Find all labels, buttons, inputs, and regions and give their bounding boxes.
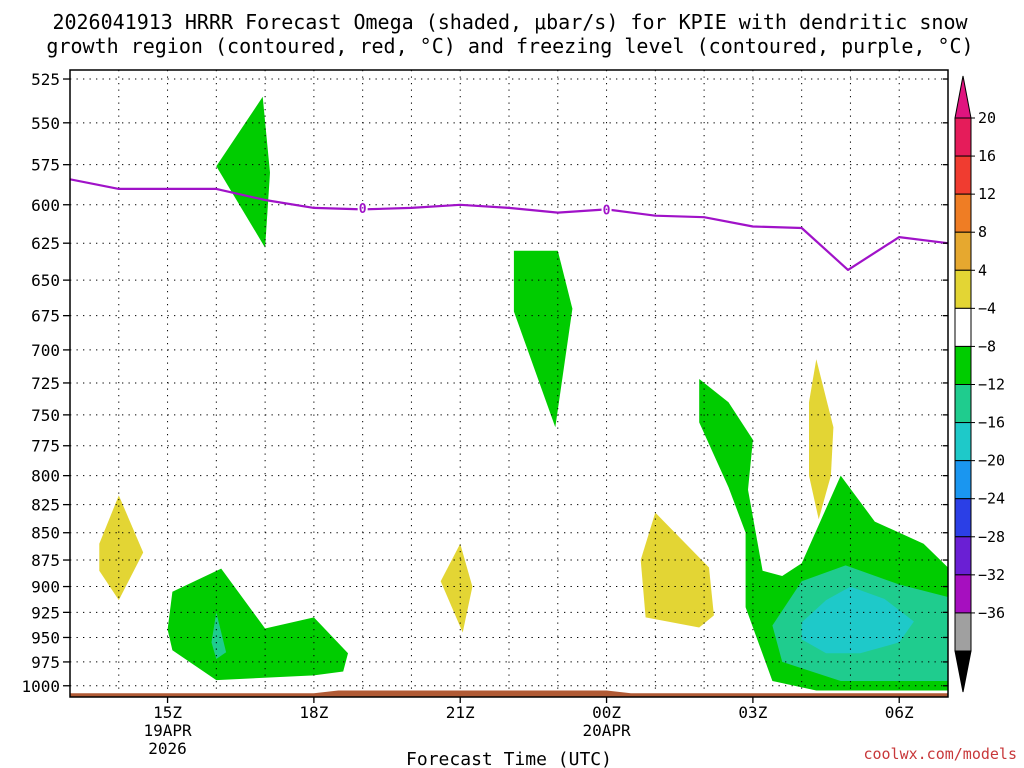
colorbar-label: −12: [978, 376, 1005, 394]
colorbar-bin-13: [954, 574, 972, 614]
positive-omega-region-1: [99, 495, 144, 601]
chart-title-line-2: growth region (contoured, red, °C) and f…: [46, 34, 973, 58]
colorbar-bin-8: [954, 384, 972, 424]
colorbar-label: 12: [978, 185, 996, 203]
colorbar-label: 4: [978, 261, 987, 279]
colorbar-label: −32: [978, 566, 1005, 584]
freezing-level-line: [70, 178, 948, 271]
y-tick-label: 675: [31, 307, 60, 326]
x-tick-date-label: 19APR: [143, 721, 192, 740]
y-tick-label: 925: [31, 603, 60, 622]
y-tick-label: 800: [31, 467, 60, 486]
colorbar-label: −28: [978, 528, 1005, 546]
y-tick-label: 950: [31, 628, 60, 647]
colorbar-bin-14: [954, 612, 972, 652]
positive-omega-region-3: [640, 512, 714, 628]
x-tick-label: 15Z: [153, 703, 182, 722]
colorbar-bin-11: [954, 498, 972, 538]
colorbar-label: 8: [978, 223, 987, 241]
positive-omega-region-4: [809, 359, 834, 520]
y-tick-label: 975: [31, 653, 60, 672]
y-tick-label: 525: [31, 70, 60, 89]
colorbar-label: −36: [978, 604, 1005, 622]
positive-omega-region-2: [440, 543, 473, 633]
x-axis-title: Forecast Time (UTC): [406, 749, 612, 768]
y-tick-label: 625: [31, 234, 60, 253]
colorbar-label: −16: [978, 414, 1005, 432]
colorbar-label: −4: [978, 299, 996, 317]
y-tick-label: 875: [31, 551, 60, 570]
colorbar-label: −8: [978, 337, 996, 355]
colorbar-bin-2: [954, 155, 972, 195]
y-tick-label: 775: [31, 437, 60, 456]
omega-region-2: [513, 250, 573, 428]
y-tick-label: 600: [31, 196, 60, 215]
colorbar-bin-7: [954, 345, 972, 385]
colorbar-top-arrow: [954, 75, 972, 119]
omega-region-1: [216, 96, 270, 248]
x-tick-label: 00Z: [592, 703, 621, 722]
colorbar-bin-4: [954, 231, 972, 271]
colorbar-bin-9: [954, 422, 972, 462]
freezing-level-label: 0: [603, 203, 611, 218]
surface-bar: [70, 690, 948, 697]
omega-region-4: [211, 612, 227, 659]
omega-region-3: [167, 568, 348, 681]
chart-title-line-1: 2026041913 HRRR Forecast Omega (shaded, …: [52, 10, 968, 34]
colorbar-bin-5: [954, 269, 972, 309]
y-tick-label: 750: [31, 406, 60, 425]
x-tick-date-label: 20APR: [582, 721, 631, 740]
colorbar-bin-12: [954, 536, 972, 576]
y-tick-label: 900: [31, 578, 60, 597]
y-tick-label: 825: [31, 496, 60, 515]
y-tick-label: 700: [31, 341, 60, 360]
freezing-level-label: 0: [359, 202, 367, 217]
omega-region-7: [801, 586, 914, 654]
colorbar-label: −24: [978, 490, 1005, 508]
colorbar-bottom-arrow: [954, 650, 972, 693]
site-credit: coolwx.com/models: [863, 745, 1017, 763]
colorbar: 20 16 12 8 4 −4 −8 −12 −16 −20 −24 −28 −32 −36: [954, 75, 1005, 693]
colorbar-label: 20: [978, 109, 996, 127]
y-tick-label: 550: [31, 114, 60, 133]
colorbar-label: 16: [978, 147, 996, 165]
x-tick-label: 03Z: [738, 703, 767, 722]
colorbar-bin-6: [954, 307, 972, 347]
y-tick-label: 725: [31, 374, 60, 393]
y-tick-label: 575: [31, 156, 60, 175]
y-tick-label: 1000: [21, 677, 60, 696]
x-tick-label: 18Z: [299, 703, 328, 722]
colorbar-bin-3: [954, 193, 972, 233]
x-tick-year-label: 2026: [148, 739, 187, 758]
y-tick-label: 850: [31, 524, 60, 543]
colorbar-bin-1: [954, 117, 972, 157]
x-tick-label: 21Z: [446, 703, 475, 722]
colorbar-label: −20: [978, 452, 1005, 470]
colorbar-bin-10: [954, 460, 972, 500]
y-tick-label: 650: [31, 271, 60, 290]
x-tick-label: 06Z: [885, 703, 914, 722]
axes: 525 550 575 600 625 650 675 700 725 750 775 800 825 8…: [21, 69, 949, 758]
